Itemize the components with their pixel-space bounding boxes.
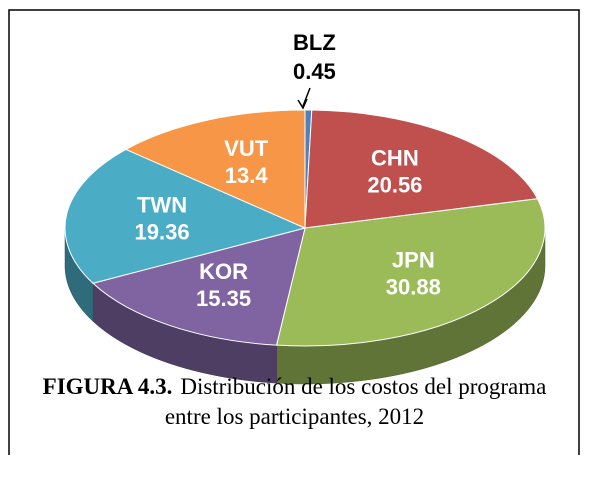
pointer [302, 87, 311, 107]
slice-label: VUT [224, 136, 269, 161]
frame [8, 9, 580, 455]
slice-label: BLZ [293, 30, 336, 55]
pointer-head [297, 98, 308, 110]
figure-number: FIGURA 4.3. [42, 374, 173, 399]
slice [275, 198, 546, 347]
slice [64, 148, 307, 284]
slice [124, 109, 306, 229]
data-label: 15.35 [196, 286, 251, 311]
caption: FIGURA 4.3. Distribución de los costos de… [20, 372, 569, 432]
data-label: 30.88 [386, 274, 441, 299]
data-label: 0.45 [293, 59, 336, 84]
slice [304, 109, 539, 229]
slice-label: JPN [392, 247, 435, 272]
slice [91, 227, 306, 346]
slice-label: CHN [371, 146, 419, 171]
data-label: 13.4 [225, 163, 269, 188]
slice-label: TWN [137, 192, 187, 217]
data-label: 20.56 [367, 173, 422, 198]
caption-text: Distribución de los costos del programa … [164, 374, 547, 429]
slice-label: KOR [199, 259, 248, 284]
data-label: 19.36 [135, 219, 190, 244]
